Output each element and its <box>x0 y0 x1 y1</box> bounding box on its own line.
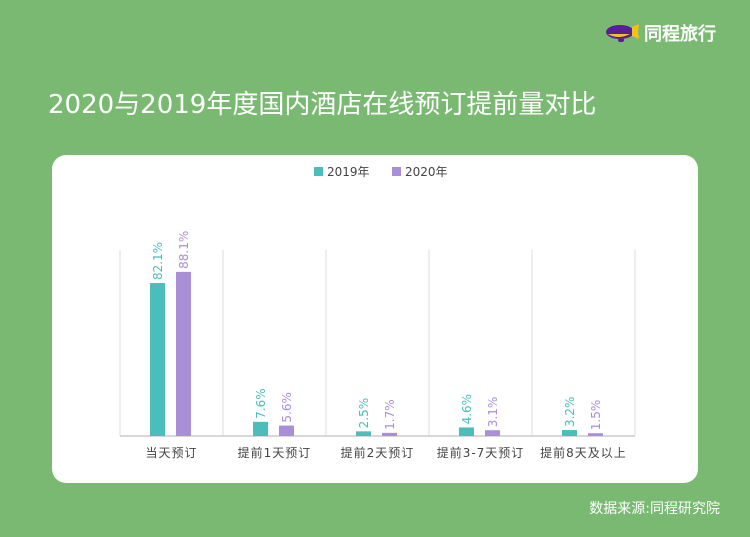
data-label: 4.6% <box>460 394 474 425</box>
bar-2020 <box>279 425 294 436</box>
bar-2019 <box>562 430 577 436</box>
bar-2019 <box>150 283 165 436</box>
legend-label: 2020年 <box>405 165 448 179</box>
airship-logo-icon <box>606 24 639 42</box>
legend-swatch-2019 <box>314 167 323 176</box>
bar-2020 <box>485 430 500 436</box>
legend-label: 2019年 <box>327 165 370 179</box>
brand-name: 同程旅行 <box>644 24 716 45</box>
data-label: 3.2% <box>563 397 577 428</box>
bar-2020 <box>382 432 397 436</box>
data-label: 2.5% <box>357 398 371 429</box>
data-label: 5.6% <box>280 392 294 423</box>
data-label: 1.5% <box>589 400 603 431</box>
chart-card: 2019年 2020年 82.1% 88.1% 当天预订 7.6% 5.6% 提前1天预订 2.… <box>52 155 698 483</box>
data-label: 1.7% <box>383 399 397 430</box>
category-label: 提前2天预订 <box>341 445 415 460</box>
category-label: 提前3-7天预订 <box>437 445 525 460</box>
data-label: 82.1% <box>151 242 165 280</box>
data-label: 7.6% <box>254 388 268 419</box>
bar-2019 <box>459 427 474 436</box>
bar-2019 <box>356 431 371 436</box>
bar-2020 <box>588 433 603 436</box>
category-label: 提前8天及以上 <box>540 445 627 460</box>
category-label: 当天预订 <box>145 446 197 460</box>
page-title: 2020与2019年度国内酒店在线预订提前量对比 <box>48 90 597 120</box>
bar-2020 <box>176 271 191 436</box>
bar-chart: 2019年 2020年 82.1% 88.1% 当天预订 7.6% 5.6% 提前1天预订 2.… <box>119 165 636 460</box>
legend-swatch-2020 <box>392 167 401 176</box>
data-label: 3.1% <box>486 397 500 428</box>
bar-2019 <box>253 421 268 436</box>
data-label: 88.1% <box>177 231 191 269</box>
brand-logo: 同程旅行 <box>604 20 716 46</box>
source-note: 数据来源:同程研究院 <box>589 501 720 517</box>
category-label: 提前1天预订 <box>238 445 312 460</box>
